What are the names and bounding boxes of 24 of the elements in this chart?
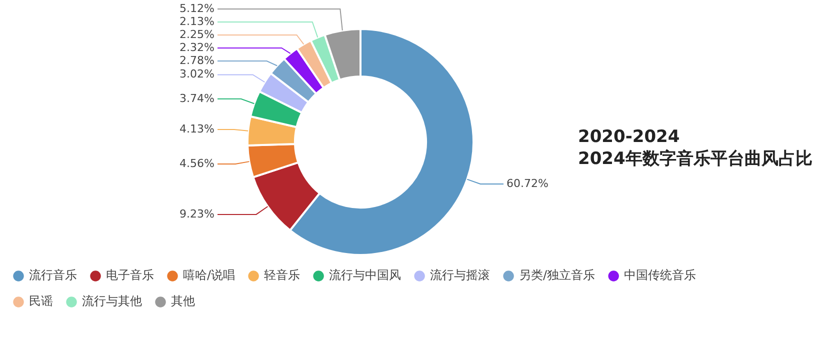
data-label: 2.32% (180, 40, 214, 54)
data-label: 5.12% (180, 2, 214, 15)
legend-label: 中国传统音乐 (624, 268, 696, 282)
text: 2020-2024 (578, 126, 681, 148)
legend-label: 流行与中国风 (329, 268, 402, 282)
legend-label: 轻音乐 (264, 268, 300, 282)
legend-label: 另类/独立音乐 (519, 268, 596, 282)
legend-label: 电子音乐 (106, 268, 154, 282)
data-label: 2.78% (180, 54, 214, 67)
data-label: 3.02% (180, 68, 214, 81)
data-label: 9.23% (180, 207, 214, 220)
legend-label: 其他 (171, 294, 195, 308)
data-label: 60.72% (506, 176, 548, 190)
data-label: 2.25% (180, 28, 214, 41)
legend-label: 嘻哈/说唱 (183, 268, 236, 282)
legend-label: 民谣 (29, 294, 53, 308)
data-label: 2.13% (180, 14, 214, 28)
legend-label: 流行音乐 (29, 268, 77, 282)
legend-label: 流行与其他 (82, 294, 142, 308)
data-label: 3.74% (180, 92, 214, 105)
data-label: 4.56% (180, 156, 214, 170)
text: 2024年数字音乐平台曲风占比 (578, 148, 812, 170)
legend-label: 流行与摇滚 (430, 268, 490, 282)
data-label: 4.13% (180, 122, 214, 136)
